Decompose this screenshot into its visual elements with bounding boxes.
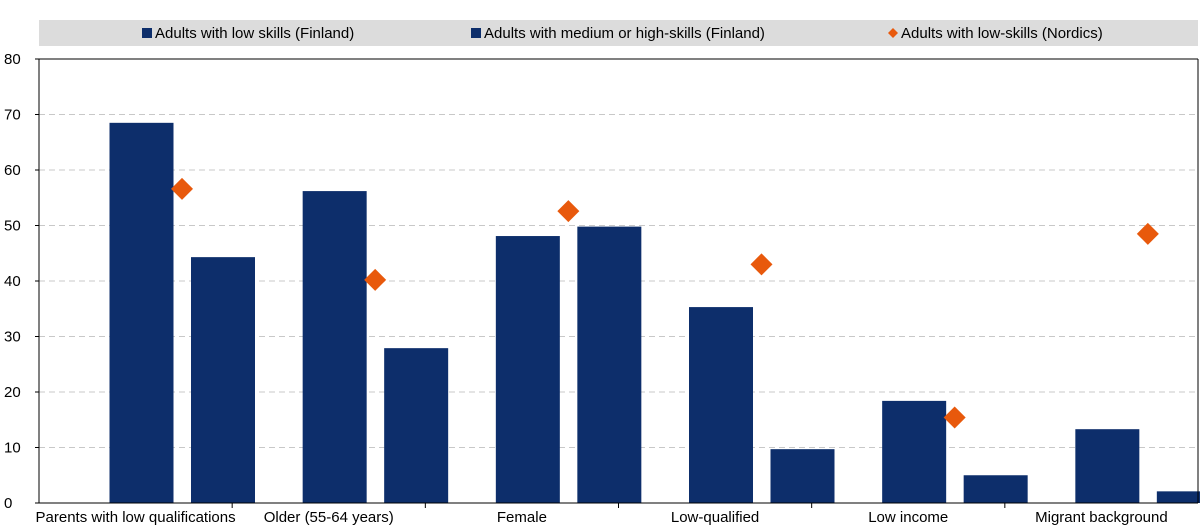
legend: Adults with low skills (Finland) Adults w…	[39, 20, 1198, 46]
legend-square-icon	[142, 28, 152, 38]
bar-adults-with-low-skills-finland-low-income	[882, 400, 947, 503]
marker-nordics-low-qualified	[750, 253, 773, 276]
x-tick-label-migrant-background: Migrant background	[1035, 509, 1168, 526]
y-tick-label: 50	[4, 218, 21, 235]
bar-adults-with-medium-or-high-skills-finland-female	[577, 226, 642, 504]
y-tick-labels: 0 10 20 30 40 50 60 70 80	[4, 51, 21, 512]
y-tick-label: 80	[4, 51, 21, 68]
bar-adults-with-medium-or-high-skills-finland-older-55-64-years	[384, 348, 449, 503]
y-tick-label: 60	[4, 162, 21, 179]
legend-square-icon	[471, 28, 481, 38]
marker-nordics-migrant-background	[1136, 222, 1159, 245]
y-tick-label: 20	[4, 384, 21, 401]
axes	[35, 58, 1199, 508]
y-tick-label: 30	[4, 329, 21, 346]
legend-label-3: Adults with low-skills (Nordics)	[901, 25, 1103, 42]
x-tick-label-older-55-64-years: Older (55-64 years)	[264, 509, 394, 526]
bar-adults-with-low-skills-finland-parents-with-low-qualifications	[109, 122, 174, 503]
x-tick-label-low-qualified: Low-qualified	[671, 509, 759, 526]
bar-adults-with-low-skills-finland-low-qualified	[689, 307, 753, 503]
x-tick-label-low-income: Low income	[868, 509, 948, 526]
marker-nordics-parents-with-low-qualifications	[171, 177, 193, 200]
x-tick-label-female: Female	[497, 509, 547, 526]
bar-adults-with-medium-or-high-skills-finland-parents-with-low-qualifications	[191, 257, 255, 503]
bar-adults-with-medium-or-high-skills-finland-low-income	[963, 475, 1028, 503]
marker-nordics-low-income	[943, 406, 966, 429]
legend-background	[39, 20, 1198, 46]
x-tick-label-parents-with-low-qualifications: Parents with low qualifications	[36, 509, 236, 526]
legend-diamond-icon	[888, 28, 898, 38]
nordic-markers	[171, 177, 1159, 429]
bar-adults-with-medium-or-high-skills-finland-migrant-background	[1156, 491, 1200, 503]
bar-adults-with-low-skills-finland-migrant-background	[1075, 429, 1140, 503]
y-tick-label: 0	[4, 495, 12, 512]
bar-adults-with-low-skills-finland-female	[495, 236, 560, 504]
legend-label-1: Adults with low skills (Finland)	[155, 25, 354, 42]
bars	[109, 122, 1200, 504]
legend-label-2: Adults with medium or high-skills (Finla…	[484, 25, 765, 42]
marker-nordics-older-55-64-years	[364, 268, 387, 291]
y-tick-label: 40	[4, 273, 21, 290]
y-tick-label: 10	[4, 440, 21, 457]
marker-nordics-female	[557, 200, 580, 223]
bar-adults-with-medium-or-high-skills-finland-low-qualified	[770, 449, 835, 503]
bar-adults-with-low-skills-finland-older-55-64-years	[302, 191, 367, 503]
x-tick-labels: Parents with low qualifications Older (55…	[36, 509, 1168, 526]
y-tick-label: 70	[4, 107, 21, 124]
